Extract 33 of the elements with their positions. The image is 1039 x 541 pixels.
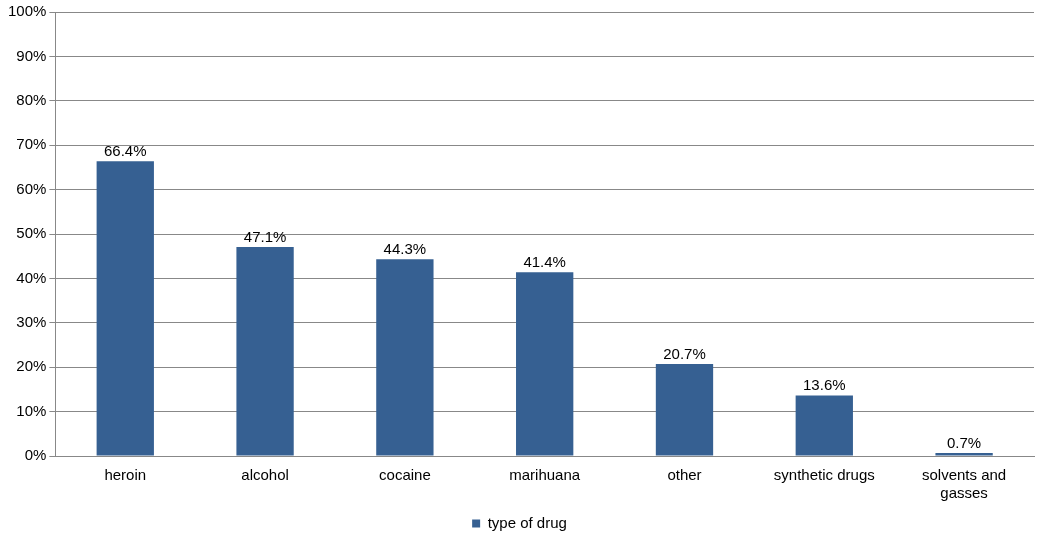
x-tick-label: alcohol [241, 466, 289, 484]
data-label: 44.3% [383, 239, 427, 257]
bar [795, 395, 853, 456]
y-tick-label: 100% [7, 2, 47, 20]
data-label: 0.7% [947, 433, 982, 451]
data-label: 47.1% [243, 227, 287, 245]
data-label: 41.4% [523, 252, 566, 270]
y-tick-label: 50% [16, 224, 47, 242]
x-tick-label: solvents and gasses [921, 466, 1007, 502]
y-tick-label: 70% [16, 135, 47, 153]
bar [236, 246, 294, 456]
y-tick-label: 30% [16, 312, 47, 330]
legend-label: type of drug [487, 513, 567, 531]
data-label: 13.6% [803, 376, 846, 394]
data-label: 66.4% [103, 141, 147, 159]
bar [96, 161, 154, 456]
x-tick-label: synthetic drugs [773, 466, 875, 484]
y-tick-label: 60% [16, 179, 47, 197]
bar [935, 452, 993, 456]
bar [376, 259, 434, 456]
y-tick-label: 80% [16, 90, 47, 108]
x-tick-label: cocaine [379, 466, 431, 484]
data-label: 20.7% [663, 344, 706, 362]
y-tick-label: 10% [16, 401, 47, 419]
y-tick-label: 40% [16, 268, 47, 286]
y-tick-label: 20% [16, 357, 47, 375]
x-tick-label: heroin [104, 466, 147, 484]
y-tick-label: 90% [16, 46, 47, 64]
y-tick-label: 0% [24, 446, 47, 464]
x-tick-label: marihuana [509, 466, 581, 484]
x-tick-label: other [667, 466, 702, 484]
bar [516, 272, 574, 456]
bar [655, 364, 714, 456]
